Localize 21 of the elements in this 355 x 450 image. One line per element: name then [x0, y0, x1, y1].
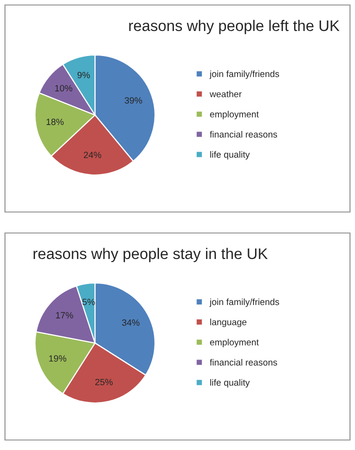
legend-label: language [210, 318, 246, 328]
data-label: 9% [78, 72, 90, 78]
data-label: 19% [49, 355, 66, 362]
legend-label: life quality [210, 151, 250, 160]
data-label: 25% [95, 378, 113, 386]
legend-label: join family/friends [209, 298, 280, 307]
legend-label: financial reasons [210, 130, 278, 138]
data-label: 24% [84, 152, 102, 158]
data-label: 10% [55, 85, 72, 92]
data-label: 18% [46, 118, 64, 126]
legend-label: life quality [210, 379, 250, 388]
legend-label: weather [210, 90, 242, 98]
legend-label: join family/friends [209, 70, 280, 79]
legend-label: employment [210, 338, 259, 348]
data-label: 34% [122, 319, 140, 326]
chart-title: reasons why people left the UK [129, 20, 340, 34]
legend-label: financial reasons [210, 358, 278, 366]
legend-label: employment [210, 110, 259, 120]
data-label: 39% [124, 97, 142, 104]
chart-title: reasons why people stay in the UK [34, 248, 268, 262]
data-label: 17% [56, 312, 74, 318]
